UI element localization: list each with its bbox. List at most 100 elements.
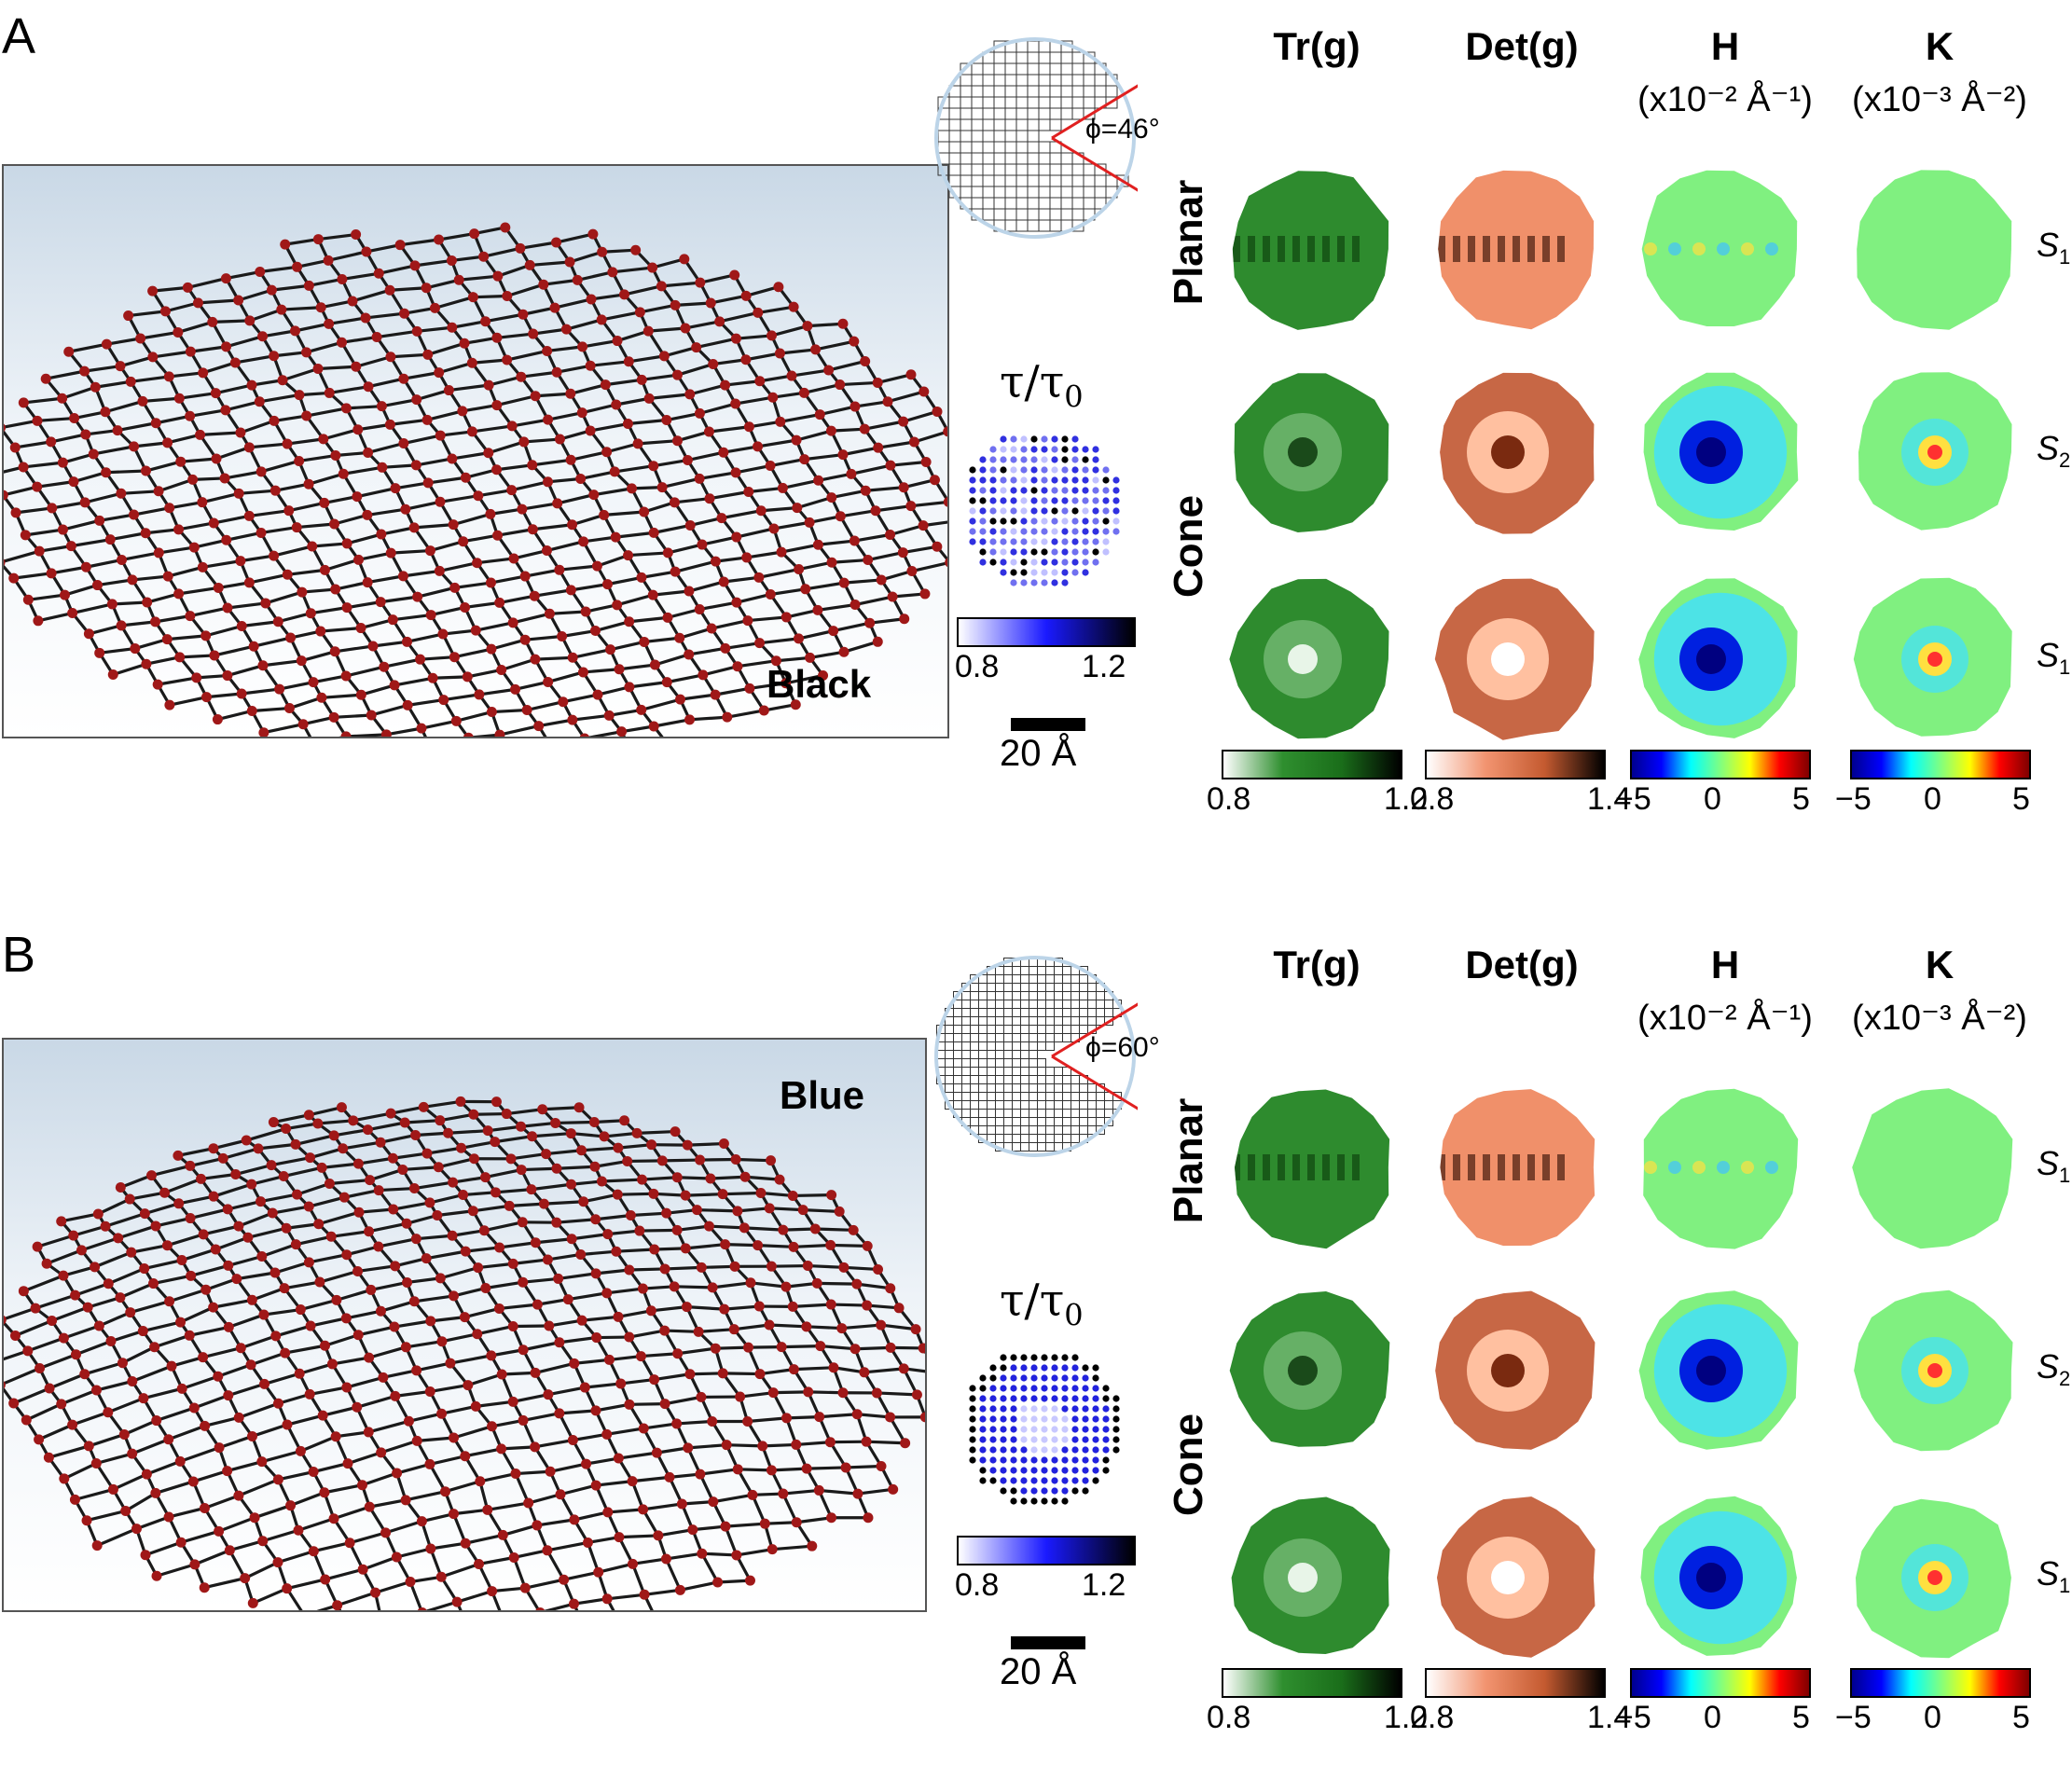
scale-bar — [1011, 718, 1085, 731]
colorbar-detg — [1425, 750, 1606, 779]
tau-map — [959, 1344, 1126, 1511]
structure-letter: S — [2037, 636, 2059, 674]
colorbar-tick: 0.8 — [1410, 781, 1454, 818]
map-trg-s2 — [1223, 1282, 1401, 1459]
scale-bar-label: 20 Å — [1000, 1651, 1076, 1693]
colorbar-trg — [1222, 750, 1402, 779]
column-title: Tr(g) — [1214, 24, 1419, 69]
tau-tick-min: 0.8 — [955, 649, 999, 685]
column-title: H — [1623, 24, 1828, 69]
column-unit: (x10⁻³ Å⁻²) — [1828, 997, 2051, 1039]
map-detg-s2 — [1429, 364, 1606, 541]
column-title: Det(g) — [1419, 24, 1624, 69]
column-title: K — [1837, 943, 2042, 987]
map-trg-s1 — [1223, 571, 1401, 748]
map-k-planar — [1846, 160, 2024, 338]
structure-label: S2 — [2037, 1347, 2070, 1391]
colorbar-k — [1850, 750, 2031, 779]
map-k-s1 — [1846, 1489, 2024, 1666]
lattice-atoms — [4, 222, 947, 737]
tau-tick-max: 1.2 — [1082, 649, 1126, 685]
map-detg-planar — [1429, 160, 1606, 338]
map-trg-s1 — [1223, 1489, 1401, 1666]
map-trg-s2 — [1223, 364, 1401, 541]
colorbar-tick: 0.8 — [1207, 1700, 1250, 1736]
colorbar-h — [1630, 750, 1811, 779]
colorbar-tick: 5 — [1792, 781, 1810, 818]
structure-index: 1 — [2059, 1164, 2070, 1187]
colorbar-tick: −5 — [1835, 781, 1872, 818]
map-h-s2 — [1632, 364, 1809, 541]
material-label: Blue — [780, 1073, 864, 1118]
row-group-planar: Planar — [1166, 149, 1222, 336]
tau-colorbar — [957, 617, 1136, 647]
structure-letter: S — [2037, 1347, 2059, 1386]
colorbar-tick: 0 — [1704, 781, 1721, 818]
column-title: H — [1623, 943, 1828, 987]
map-k-s2 — [1846, 1282, 2024, 1459]
column-title: Tr(g) — [1214, 943, 1419, 987]
map-k-s2 — [1846, 364, 2024, 541]
structure-label: S1 — [2037, 636, 2070, 680]
tau-subscript: 0 — [1064, 1298, 1083, 1333]
colorbar-trg — [1222, 1668, 1402, 1698]
tau-map — [959, 425, 1126, 593]
map-k-planar — [1846, 1079, 2024, 1256]
map-h-s1 — [1632, 1489, 1809, 1666]
structure-label: S2 — [2037, 429, 2070, 473]
map-trg-planar — [1223, 160, 1401, 338]
colorbar-tick: 0 — [1924, 1700, 1941, 1736]
structure-index: 1 — [2059, 1574, 2070, 1597]
lattice-render: Black — [2, 164, 949, 738]
tau-tick-max: 1.2 — [1082, 1567, 1126, 1604]
structure-letter: S — [2037, 1554, 2059, 1593]
colorbar-h — [1630, 1668, 1811, 1698]
row-group-planar: Planar — [1166, 1068, 1222, 1254]
lattice-render: Blue — [2, 1038, 927, 1612]
map-detg-s1 — [1429, 571, 1606, 748]
colorbar-detg — [1425, 1668, 1606, 1698]
column-title: K — [1837, 24, 2042, 69]
scale-bar-label: 20 Å — [1000, 733, 1076, 775]
tau-label: τ/τ0 — [1000, 1275, 1084, 1333]
map-trg-planar — [1223, 1079, 1401, 1256]
tau-colorbar — [957, 1536, 1136, 1565]
map-detg-planar — [1429, 1079, 1606, 1256]
cone-cut-mesh: ϕ=46° — [932, 35, 1138, 259]
map-detg-s1 — [1429, 1489, 1606, 1666]
map-h-s1 — [1632, 571, 1809, 748]
colorbar-tick: −5 — [1615, 1700, 1651, 1736]
structure-label: S1 — [2037, 1554, 2070, 1598]
colorbar-tick: 5 — [2012, 1700, 2030, 1736]
colorbar-tick: 5 — [1792, 1700, 1810, 1736]
tau-subscript: 0 — [1064, 379, 1083, 415]
tau-tick-min: 0.8 — [955, 1567, 999, 1604]
panel-letter: A — [2, 7, 35, 65]
colorbar-tick: 0.8 — [1410, 1700, 1454, 1736]
lattice-bonds — [4, 1101, 925, 1610]
colorbar-k — [1850, 1668, 2031, 1698]
column-title: Det(g) — [1419, 943, 1624, 987]
column-unit: (x10⁻² Å⁻¹) — [1613, 997, 1837, 1039]
map-h-planar — [1632, 1079, 1809, 1256]
structure-letter: S — [2037, 1144, 2059, 1182]
column-unit: (x10⁻² Å⁻¹) — [1613, 78, 1837, 120]
cone-angle-label: ϕ=46° — [1085, 114, 1160, 145]
colorbar-tick: 5 — [2012, 781, 2030, 818]
column-unit: (x10⁻³ Å⁻²) — [1828, 78, 2051, 120]
colorbar-tick: 0.8 — [1207, 781, 1250, 818]
map-k-s1 — [1846, 571, 2024, 748]
lattice-svg — [4, 1040, 925, 1610]
row-group-cone: Cone — [1166, 1372, 1222, 1558]
tau-points — [969, 1354, 1119, 1504]
cone-cut-mesh: ϕ=60° — [932, 954, 1138, 1178]
colorbar-tick: 0 — [1924, 781, 1941, 818]
colorbar-tick: −5 — [1835, 1700, 1872, 1736]
map-h-s2 — [1632, 1282, 1809, 1459]
colorbar-tick: 0 — [1704, 1700, 1721, 1736]
structure-index: 2 — [2059, 1367, 2070, 1390]
tau-text: τ/τ — [1000, 356, 1064, 408]
lattice-svg — [4, 166, 947, 737]
